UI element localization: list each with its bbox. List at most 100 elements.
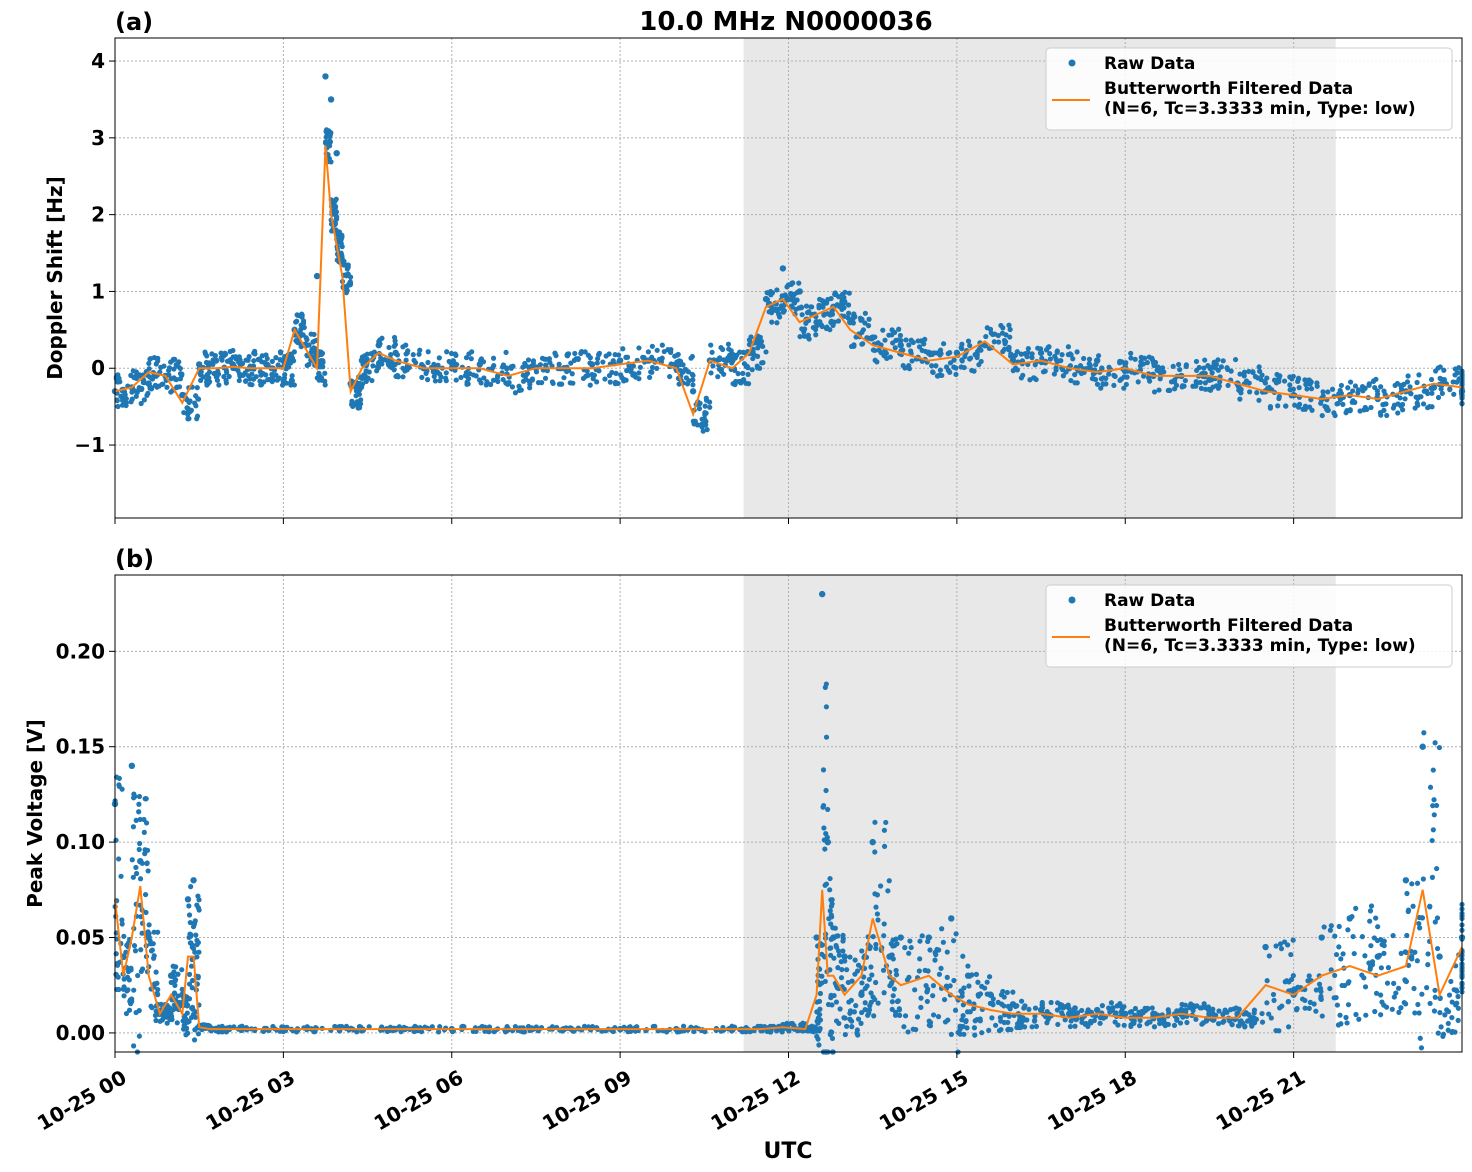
raw-point-cloud xyxy=(1302,1005,1308,1011)
raw-point-cloud xyxy=(1309,407,1315,413)
raw-point-cloud xyxy=(581,1023,588,1029)
raw-point-cloud xyxy=(143,820,150,826)
raw-point-cloud xyxy=(194,385,200,391)
raw-point-cloud xyxy=(1432,987,1438,993)
raw-point-cloud xyxy=(549,379,556,385)
raw-point-cloud xyxy=(535,380,542,386)
raw-point-cloud xyxy=(1295,375,1302,381)
raw-point-cloud xyxy=(116,856,122,862)
raw-point-cloud xyxy=(1273,943,1279,949)
raw-point-cloud xyxy=(1442,1012,1448,1018)
raw-point-cloud xyxy=(900,363,906,369)
raw-point-cloud xyxy=(710,363,716,369)
raw-point-cloud xyxy=(831,319,837,325)
raw-point-cloud xyxy=(141,829,147,835)
raw-point-cloud xyxy=(1285,999,1291,1005)
raw-point-cloud xyxy=(977,991,984,997)
raw-point-cloud xyxy=(192,949,198,955)
raw-point-cloud xyxy=(1121,385,1127,391)
x-tick-label: 10-25 12 xyxy=(706,1065,804,1135)
legend-label-line: (N=6, Tc=3.3333 min, Type: low) xyxy=(1104,99,1416,119)
raw-point-cloud xyxy=(478,380,484,386)
raw-point-cloud xyxy=(1217,379,1223,385)
raw-point-cloud xyxy=(1364,406,1370,413)
raw-point-cloud xyxy=(133,1009,139,1016)
raw-point-cloud xyxy=(829,897,835,903)
raw-point-cloud xyxy=(835,965,841,971)
raw-point-cloud xyxy=(960,953,966,959)
raw-point-cloud xyxy=(1039,1001,1045,1007)
raw-point-cloud xyxy=(1427,903,1433,909)
raw-point-cloud xyxy=(841,305,847,311)
raw-point-cloud xyxy=(894,998,901,1005)
raw-point-cloud xyxy=(881,921,887,927)
raw-point-cloud xyxy=(689,371,695,377)
raw-point-cloud xyxy=(1157,1020,1163,1027)
raw-point-cloud xyxy=(859,980,865,986)
raw-point-cloud xyxy=(265,377,271,383)
raw-point-cloud xyxy=(821,825,827,831)
raw-point-cloud xyxy=(1437,995,1443,1002)
raw-point-cloud xyxy=(137,876,144,882)
raw-point-cloud xyxy=(1281,939,1288,945)
raw-point-cloud xyxy=(934,373,941,379)
raw-point-cloud xyxy=(189,985,195,991)
raw-point-cloud xyxy=(129,389,135,395)
raw-point-cloud xyxy=(1145,1019,1152,1025)
raw-point-cloud xyxy=(1205,1004,1212,1010)
raw-point-cloud xyxy=(1128,355,1134,361)
raw-point-cloud xyxy=(836,952,842,958)
raw-point-cloud xyxy=(295,312,301,318)
raw-point-cloud xyxy=(1222,1009,1228,1015)
raw-point-cloud xyxy=(1283,403,1289,409)
raw-point-cloud xyxy=(1348,379,1354,385)
raw-point-cloud xyxy=(580,375,587,382)
raw-point-cloud xyxy=(1367,918,1373,924)
raw-point-cloud xyxy=(951,357,957,363)
raw-point-cloud xyxy=(119,402,126,408)
raw-point xyxy=(1430,384,1438,391)
raw-point-cloud xyxy=(842,1015,848,1021)
raw-point-cloud xyxy=(569,371,575,377)
raw-point-cloud xyxy=(1225,382,1231,389)
raw-point-cloud xyxy=(986,1027,992,1033)
raw-point-cloud xyxy=(680,1023,687,1029)
raw-point-cloud xyxy=(114,962,121,968)
raw-point-cloud xyxy=(941,341,947,347)
raw-point-cloud xyxy=(709,349,715,355)
raw-point-cloud xyxy=(1072,380,1078,386)
raw-point-cloud xyxy=(624,368,630,374)
raw-point-cloud xyxy=(1047,350,1053,357)
raw-point-cloud xyxy=(1112,373,1118,379)
raw-point-cloud xyxy=(1429,390,1435,396)
raw-point-cloud xyxy=(318,376,325,382)
raw-point-cloud xyxy=(1293,1006,1300,1012)
raw-point-cloud xyxy=(1288,951,1294,958)
raw-point-cloud xyxy=(503,349,509,355)
raw-point-cloud xyxy=(136,846,142,853)
raw-point-cloud xyxy=(690,377,696,383)
raw-point-cloud xyxy=(602,376,608,382)
raw-point-cloud xyxy=(941,996,948,1003)
raw-point-cloud xyxy=(1055,1021,1061,1028)
raw-point-cloud xyxy=(192,1014,199,1020)
raw-point-cloud xyxy=(1256,397,1262,403)
raw-point-cloud xyxy=(1404,932,1410,939)
raw-point-cloud xyxy=(880,967,887,973)
raw-point-cloud xyxy=(905,1029,911,1035)
raw-point-cloud xyxy=(186,1018,192,1025)
raw-point-cloud xyxy=(881,843,888,849)
raw-point-cloud xyxy=(508,364,514,370)
raw-point-cloud xyxy=(878,883,884,889)
raw-point-cloud xyxy=(1332,933,1338,939)
raw-point-cloud xyxy=(1215,1021,1222,1027)
raw-point-cloud xyxy=(1001,994,1007,1000)
raw-point-cloud xyxy=(198,372,204,378)
raw-point-cloud xyxy=(1429,404,1435,410)
raw-point-cloud xyxy=(796,280,802,286)
raw-point-cloud xyxy=(1292,402,1298,408)
raw-point-cloud xyxy=(745,381,752,387)
raw-point-cloud xyxy=(1296,385,1302,391)
raw-point-cloud xyxy=(194,937,200,943)
raw-point-cloud xyxy=(1128,350,1134,356)
